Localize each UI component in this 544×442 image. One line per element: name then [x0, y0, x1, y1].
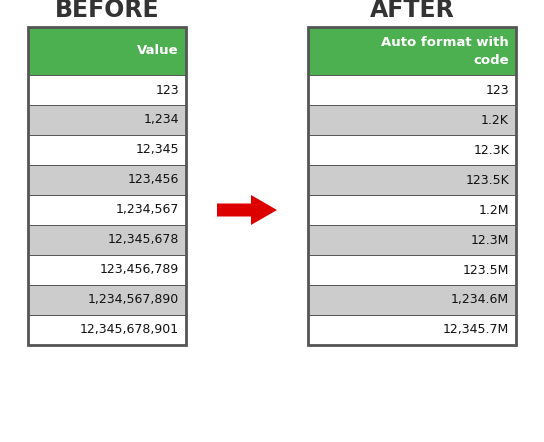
Bar — [28, 27, 186, 75]
Text: 1,234: 1,234 — [144, 114, 179, 126]
Text: 1.2M: 1.2M — [479, 203, 509, 217]
Text: 123.5M: 123.5M — [462, 263, 509, 277]
Text: 123,456: 123,456 — [128, 174, 179, 187]
Bar — [308, 27, 516, 75]
Text: BEFORE: BEFORE — [55, 0, 159, 22]
Text: 123.5K: 123.5K — [465, 174, 509, 187]
Bar — [28, 105, 186, 135]
Bar — [308, 225, 516, 255]
Bar — [308, 27, 516, 345]
Bar — [28, 255, 186, 285]
Text: 1,234.6M: 1,234.6M — [451, 293, 509, 306]
Bar — [28, 27, 186, 345]
Bar — [308, 315, 516, 345]
Text: 12,345.7M: 12,345.7M — [443, 324, 509, 336]
Bar — [308, 165, 516, 195]
Text: 1.2K: 1.2K — [481, 114, 509, 126]
Bar — [308, 105, 516, 135]
Text: 123: 123 — [485, 84, 509, 96]
Text: AFTER: AFTER — [369, 0, 454, 22]
Bar — [308, 195, 516, 225]
Text: 12,345: 12,345 — [135, 144, 179, 156]
Bar — [28, 75, 186, 105]
Text: 12,345,678,901: 12,345,678,901 — [80, 324, 179, 336]
Bar — [28, 135, 186, 165]
Bar — [308, 255, 516, 285]
Text: 123: 123 — [156, 84, 179, 96]
Bar — [28, 315, 186, 345]
Text: Auto format with
code: Auto format with code — [381, 35, 509, 66]
Bar — [308, 135, 516, 165]
Text: Value: Value — [138, 45, 179, 57]
Bar — [28, 165, 186, 195]
Bar — [28, 285, 186, 315]
Text: 1,234,567: 1,234,567 — [116, 203, 179, 217]
Bar — [308, 75, 516, 105]
Polygon shape — [217, 195, 277, 225]
Text: 123,456,789: 123,456,789 — [100, 263, 179, 277]
Bar — [28, 27, 186, 345]
Bar — [308, 285, 516, 315]
Text: 12,345,678: 12,345,678 — [108, 233, 179, 247]
Text: 12.3K: 12.3K — [473, 144, 509, 156]
Bar — [28, 225, 186, 255]
Text: 1,234,567,890: 1,234,567,890 — [88, 293, 179, 306]
Bar — [28, 195, 186, 225]
Text: 12.3M: 12.3M — [471, 233, 509, 247]
Bar — [308, 27, 516, 345]
